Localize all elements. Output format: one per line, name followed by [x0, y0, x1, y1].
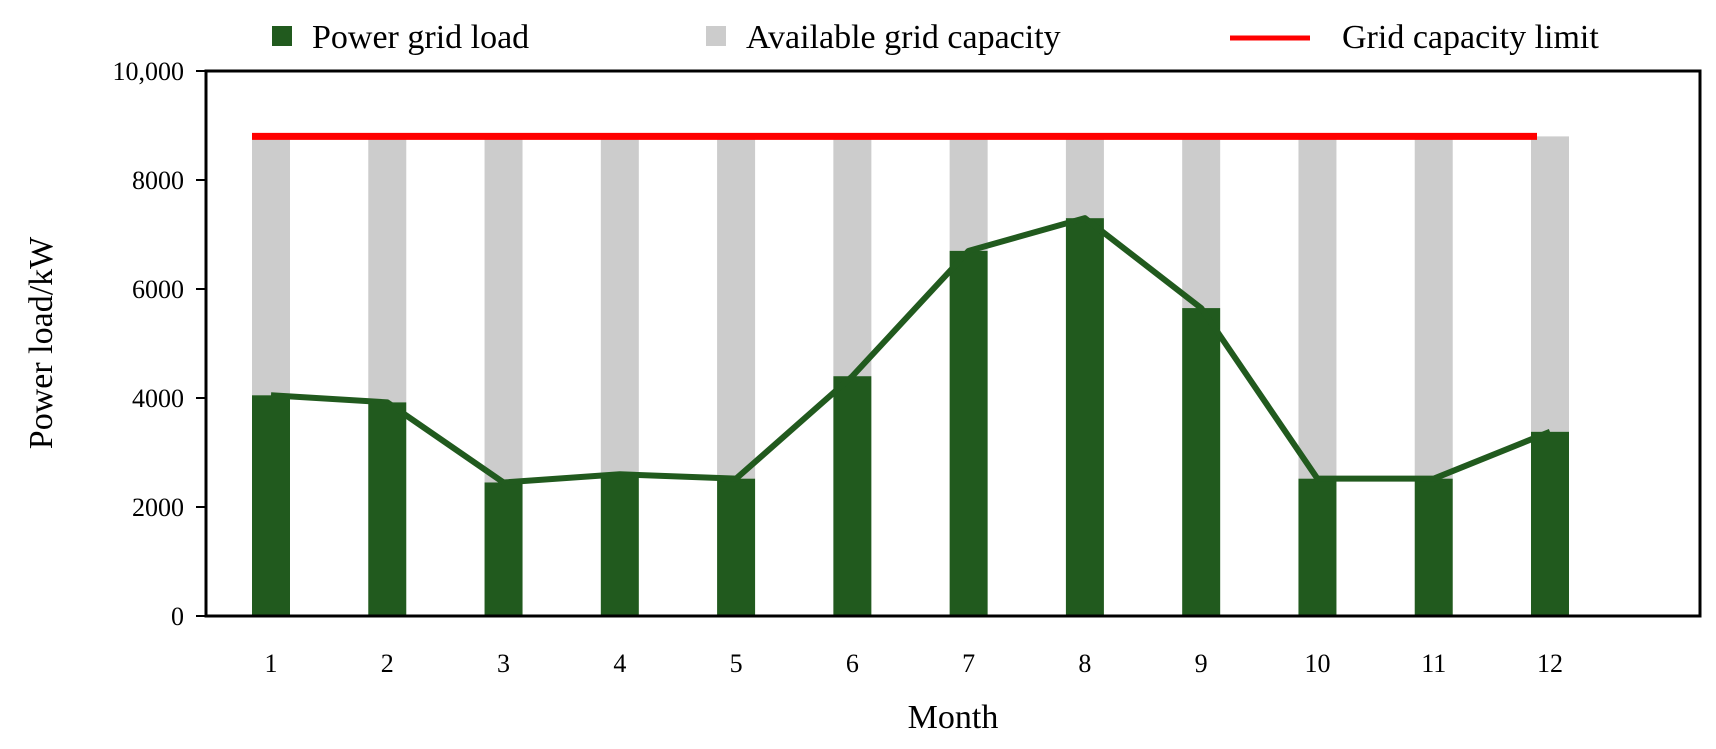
x-tick-label: 5 [730, 649, 743, 678]
legend-label-limit: Grid capacity limit [1342, 19, 1599, 56]
y-tick-label: 6000 [132, 275, 184, 304]
x-tick-label: 7 [962, 649, 975, 678]
bars-load [252, 218, 1569, 616]
bar-available-5 [717, 136, 756, 479]
bar-load-10 [1298, 478, 1337, 616]
y-tick-label: 4000 [132, 384, 184, 413]
legend-label-available: Available grid capacity [746, 19, 1061, 56]
x-axis-title: Month [908, 699, 999, 736]
bar-load-8 [1065, 218, 1104, 616]
y-tick-label: 0 [171, 602, 184, 631]
bar-available-12 [1531, 136, 1569, 432]
x-tick-label: 4 [613, 649, 626, 678]
x-axis-ticks: 1 2 3 4 5 6 7 8 9 10 11 12 [265, 649, 1564, 678]
bar-available-11 [1414, 136, 1453, 479]
bar-load-11 [1414, 478, 1453, 616]
x-tick-label: 6 [846, 649, 859, 678]
bar-available-3 [484, 136, 523, 483]
bar-available-4 [600, 136, 639, 475]
plot-area [204, 69, 1702, 618]
bar-load-5 [717, 478, 756, 616]
bar-available-8 [1065, 136, 1104, 219]
bar-available-2 [368, 136, 407, 403]
bar-load-1 [252, 395, 290, 616]
y-tick-label: 2000 [132, 493, 184, 522]
y-tick-label: 10,000 [113, 57, 185, 86]
bar-available-9 [1182, 136, 1221, 309]
load-line [270, 215, 1552, 486]
x-tick-label: 2 [381, 649, 394, 678]
bar-load-3 [484, 482, 523, 616]
x-tick-label: 9 [1195, 649, 1208, 678]
bar-load-7 [949, 250, 988, 616]
x-tick-label: 3 [497, 649, 510, 678]
x-tick-label: 11 [1421, 649, 1446, 678]
bar-available-6 [833, 136, 872, 377]
y-tick-label: 8000 [132, 166, 184, 195]
bar-load-4 [600, 474, 639, 616]
legend-label-load: Power grid load [312, 19, 529, 56]
bars-available [252, 136, 1569, 483]
legend-swatch-available [706, 26, 726, 46]
legend: Power grid load Available grid capacity … [272, 19, 1599, 56]
legend-swatch-load [272, 26, 292, 46]
x-tick-label: 10 [1304, 649, 1330, 678]
y-axis-ticks: 0 2000 4000 6000 8000 10,000 [113, 57, 206, 631]
plot-frame [204, 69, 1702, 618]
bar-load-2 [368, 402, 407, 616]
x-tick-label: 1 [265, 649, 278, 678]
x-tick-label: 12 [1537, 649, 1563, 678]
x-tick-label: 8 [1078, 649, 1091, 678]
bar-load-6 [833, 376, 872, 616]
bar-available-7 [949, 136, 988, 251]
bar-load-12 [1531, 431, 1569, 616]
y-axis-title: Power load/kW [23, 236, 60, 449]
bar-load-9 [1182, 308, 1221, 616]
bar-available-10 [1298, 136, 1337, 479]
bar-available-1 [252, 136, 290, 396]
